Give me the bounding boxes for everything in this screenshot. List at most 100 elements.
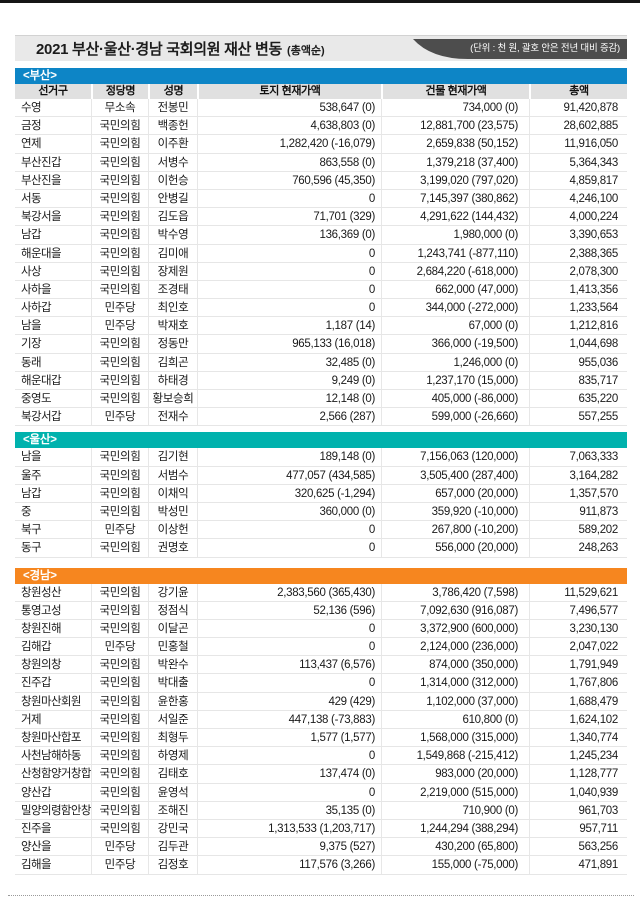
table-row: 남갑 국민의힘 이채익 320,625 (-1,294) 657,000 (20,000… <box>15 484 627 503</box>
cell-constituency: 울주 <box>21 469 42 482</box>
cell-land-value: 9,375 (527) <box>197 838 381 856</box>
table-row: 부산진갑 국민의힘 서병수 863,558 (0) 1,379,218 (37,400)… <box>15 153 627 172</box>
cell-party: 국민의힘 <box>91 484 148 502</box>
cell-name: 전재수 <box>148 408 197 426</box>
cell-constituency: 남갑 <box>21 487 42 500</box>
table-row: 밀양의령함안창녕국민의힘조해진35,135 (0)710,900 (0)961,… <box>15 801 627 820</box>
cell-total: 589,202 <box>529 521 627 539</box>
cell-party: 민주당 <box>91 299 148 317</box>
cell-constituency: 사하갑 <box>21 302 52 315</box>
cell-land-value: 0 <box>197 521 381 539</box>
table-row: 동래 국민의힘 김희곤 32,485 (0) 1,246,000 (0) 955,036 <box>15 353 627 372</box>
cell-total: 2,047,022 <box>529 638 627 656</box>
cell-constituency: 연제 <box>21 138 42 151</box>
cell-total: 3,230,130 <box>529 619 627 638</box>
cell-party: 국민의힘 <box>91 674 148 692</box>
table-row: 창원진해 국민의힘 이달곤 0 3,372,900 (600,000) 3,230,130 <box>15 619 627 639</box>
cell-building-value: 662,000 (47,000) <box>381 280 529 299</box>
cell-constituency: 금정 <box>21 120 42 133</box>
cell-constituency: 밀양의령함안창녕 <box>21 804 91 817</box>
table-row: 양산을 민주당 김두관 9,375 (527) 430,200 (65,800) 563,… <box>15 838 627 857</box>
cell-constituency: 동래 <box>21 356 42 369</box>
cell-party: 국민의힘 <box>91 448 148 466</box>
cell-party: 국민의힘 <box>91 619 148 638</box>
table-row: 사하을 국민의힘 조경태 0 662,000 (47,000) 1,413,356 <box>15 280 627 300</box>
cell-land-value: 136,369 (0) <box>197 226 381 244</box>
cell-party: 국민의힘 <box>91 819 148 838</box>
cell-building-value: 1,980,000 (0) <box>381 226 529 244</box>
table-row: 동구 국민의힘 권명호 0 556,000 (20,000) 248,263 <box>15 539 627 558</box>
cell-constituency: 사하을 <box>21 283 52 296</box>
cell-name: 윤한홍 <box>148 692 197 710</box>
cell-building-value: 3,372,900 (600,000) <box>381 619 529 638</box>
cell-constituency: 진주갑 <box>21 677 52 690</box>
cell-building-value: 155,000 (-75,000) <box>381 856 529 874</box>
cell-total: 11,916,050 <box>529 135 627 153</box>
table-row: 남을 국민의힘 김기현 189,148 (0) 7,156,063 (120,000) 7… <box>15 448 627 467</box>
cell-constituency: 김해을 <box>21 859 52 872</box>
cell-building-value: 2,659,838 (50,152) <box>381 135 529 153</box>
cell-total: 835,717 <box>529 371 627 389</box>
cell-constituency: 남을 <box>21 320 42 333</box>
cell-total: 4,246,100 <box>529 189 627 208</box>
cell-party: 민주당 <box>91 521 148 539</box>
cell-name: 조경태 <box>148 280 197 299</box>
cell-building-value: 405,000 (-86,000) <box>381 390 529 408</box>
cell-party: 국민의힘 <box>91 371 148 389</box>
cell-building-value: 366,000 (-19,500) <box>381 335 529 353</box>
cell-land-value: 965,133 (16,018) <box>197 335 381 353</box>
cell-building-value: 12,881,700 (23,575) <box>381 117 529 135</box>
table-row: 사상 국민의힘 장제원 0 2,684,220 (-618,000) 2,078,300 <box>15 262 627 281</box>
cell-building-value: 67,000 (0) <box>381 317 529 335</box>
table-row: 산청함양거창합천국민의힘김태호137,474 (0)983,000 (20,00… <box>15 765 627 784</box>
cell-party: 국민의힘 <box>91 390 148 408</box>
table-row: 울주 국민의힘 서범수 477,057 (434,585) 3,505,400 (287… <box>15 466 627 485</box>
section-gyeongnam: <경남> 창원성산 국민의힘 강기윤 2,383,560 (365,430) 3,786,… <box>15 567 627 875</box>
table-row: 기장 국민의힘 정동만 965,133 (16,018) 366,000 (-19,50… <box>15 335 627 354</box>
cell-land-value: 360,000 (0) <box>197 502 381 521</box>
cell-land-value: 1,187 (14) <box>197 317 381 335</box>
table-row: 사하갑 민주당 최인호 0 344,000 (-272,000) 1,233,564 <box>15 299 627 318</box>
column-header-2: 성명 <box>148 84 197 99</box>
table-row: 서동 국민의힘 안병길 0 7,145,397 (380,862) 4,246,100 <box>15 189 627 209</box>
title-group: 2021 부산·울산·경남 국회의원 재산 변동 (총액순) <box>15 38 325 59</box>
table-row: 해운대을 국민의힘 김미애 0 1,243,741 (-877,110) 2,388,36… <box>15 244 627 263</box>
cell-name: 하태경 <box>148 371 197 389</box>
cell-building-value: 7,145,397 (380,862) <box>381 189 529 208</box>
section-header-bar: <울산> <box>15 432 627 449</box>
cell-land-value: 0 <box>197 638 381 656</box>
cell-building-value: 1,243,741 (-877,110) <box>381 244 529 262</box>
cell-name: 이채익 <box>148 484 197 502</box>
cell-constituency: 수영 <box>21 102 42 114</box>
cell-party: 국민의힘 <box>91 502 148 521</box>
cell-name: 서범수 <box>148 466 197 484</box>
cell-party: 국민의힘 <box>91 729 148 747</box>
cell-total: 2,388,365 <box>529 244 627 262</box>
cell-total: 1,340,774 <box>529 729 627 747</box>
cell-land-value: 71,701 (329) <box>197 208 381 226</box>
cell-land-value: 1,577 (1,577) <box>197 729 381 747</box>
cell-party: 국민의힘 <box>91 262 148 280</box>
table-row: 진주을 국민의힘 강민국 1,313,533 (1,203,717) 1,244,294… <box>15 819 627 839</box>
cell-party: 국민의힘 <box>91 783 148 801</box>
cell-land-value: 52,136 (596) <box>197 601 381 619</box>
cell-building-value: 1,568,000 (315,000) <box>381 729 529 747</box>
table-row: 창원마산합포 국민의힘 최형두 1,577 (1,577) 1,568,000 (315… <box>15 729 627 748</box>
cell-constituency: 창원성산 <box>21 586 62 599</box>
cell-land-value: 0 <box>197 783 381 801</box>
cell-name: 이상헌 <box>148 521 197 539</box>
cell-party: 국민의힘 <box>91 280 148 299</box>
cell-land-value: 9,249 (0) <box>197 371 381 389</box>
cell-name: 안병길 <box>148 189 197 208</box>
cell-land-value: 538,647 (0) <box>197 99 381 117</box>
cell-constituency: 양산을 <box>21 841 52 854</box>
cell-party: 국민의힘 <box>91 335 148 353</box>
cell-total: 961,703 <box>529 801 627 819</box>
cell-land-value: 320,625 (-1,294) <box>197 484 381 502</box>
cell-building-value: 2,684,220 (-618,000) <box>381 262 529 280</box>
section-label: <경남> <box>23 569 57 582</box>
cell-total: 1,128,777 <box>529 765 627 783</box>
section-label: <울산> <box>23 434 57 447</box>
cell-total: 1,413,356 <box>529 280 627 299</box>
table-row: 창원마산회원 국민의힘 윤한홍 429 (429) 1,102,000 (37,000)… <box>15 692 627 711</box>
